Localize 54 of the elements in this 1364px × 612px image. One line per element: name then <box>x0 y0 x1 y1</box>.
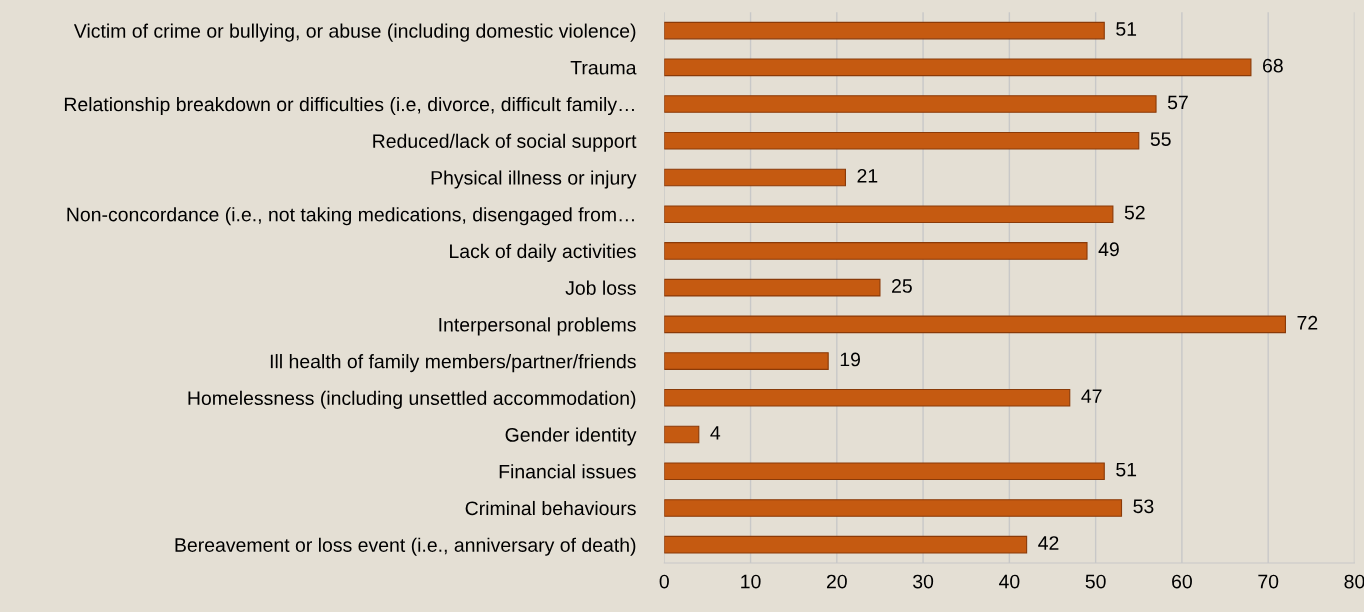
y-tick-label: Lack of daily activities <box>450 243 636 262</box>
y-tick-label: Bereavement or loss event (i.e., anniversary of death) <box>175 537 636 556</box>
data-label: 21 <box>857 168 878 183</box>
bar <box>664 95 1157 113</box>
data-label: 49 <box>1098 242 1119 257</box>
bar <box>664 425 700 444</box>
data-label: 47 <box>1081 389 1102 403</box>
data-label: 25 <box>892 279 912 293</box>
x-tick-label: 20 <box>826 574 847 589</box>
data-label: 51 <box>1116 22 1137 36</box>
y-tick-label: Gender identity <box>505 427 637 446</box>
bar <box>664 242 1088 260</box>
x-tick-label: 50 <box>1085 574 1106 589</box>
bar <box>664 462 1105 481</box>
bar <box>664 205 1114 224</box>
data-label: 72 <box>1297 315 1318 330</box>
data-label: 52 <box>1124 205 1145 220</box>
y-tick-label: Non-concordance (i.e., not taking medications, disengaged from… <box>67 207 634 226</box>
y-tick-label: Relationship breakdown or difficulties (i.e, divorce, difficult family… <box>64 96 634 116</box>
y-tick-label: Financial issues <box>499 464 636 479</box>
x-tick-label: 30 <box>913 574 934 589</box>
x-tick-label: 0 <box>659 574 669 589</box>
data-label: 68 <box>1263 58 1283 73</box>
bar <box>664 278 881 297</box>
x-tick-label: 70 <box>1258 574 1279 589</box>
bar <box>664 21 1105 40</box>
bar <box>664 499 1123 517</box>
x-tick-label: 80 <box>1344 574 1364 589</box>
y-tick-label: Interpersonal problems <box>439 317 636 336</box>
y-tick-label: Criminal behaviours <box>465 500 636 516</box>
data-label: 55 <box>1150 132 1171 146</box>
bar <box>664 352 829 370</box>
y-tick-label: Victim of crime or bullying, or abuse (including domestic violence) <box>73 23 636 42</box>
data-label: 53 <box>1133 499 1154 514</box>
bar <box>664 58 1252 77</box>
data-label: 19 <box>840 352 860 367</box>
x-tick-label: 10 <box>741 574 761 589</box>
bar <box>664 131 1140 150</box>
y-tick-label: Physical illness or injury <box>431 170 637 189</box>
data-label: 51 <box>1116 462 1137 477</box>
y-tick-label: Ill health of family members/partner/friends <box>270 354 636 373</box>
x-tick-label: 60 <box>1172 574 1192 589</box>
data-label: 57 <box>1167 95 1188 110</box>
data-label: 42 <box>1038 536 1059 550</box>
bar <box>664 535 1028 554</box>
y-tick-label: Job loss <box>565 280 636 295</box>
data-label: 4 <box>710 426 721 440</box>
bar <box>664 315 1286 334</box>
bar <box>664 168 846 187</box>
y-tick-label: Homelessness (including unsettled accommodation) <box>188 390 636 409</box>
bar <box>664 388 1071 407</box>
y-tick-label: Reduced/lack of social support <box>373 133 637 152</box>
y-tick-label: Trauma <box>570 60 637 75</box>
x-tick-label: 40 <box>998 574 1020 589</box>
